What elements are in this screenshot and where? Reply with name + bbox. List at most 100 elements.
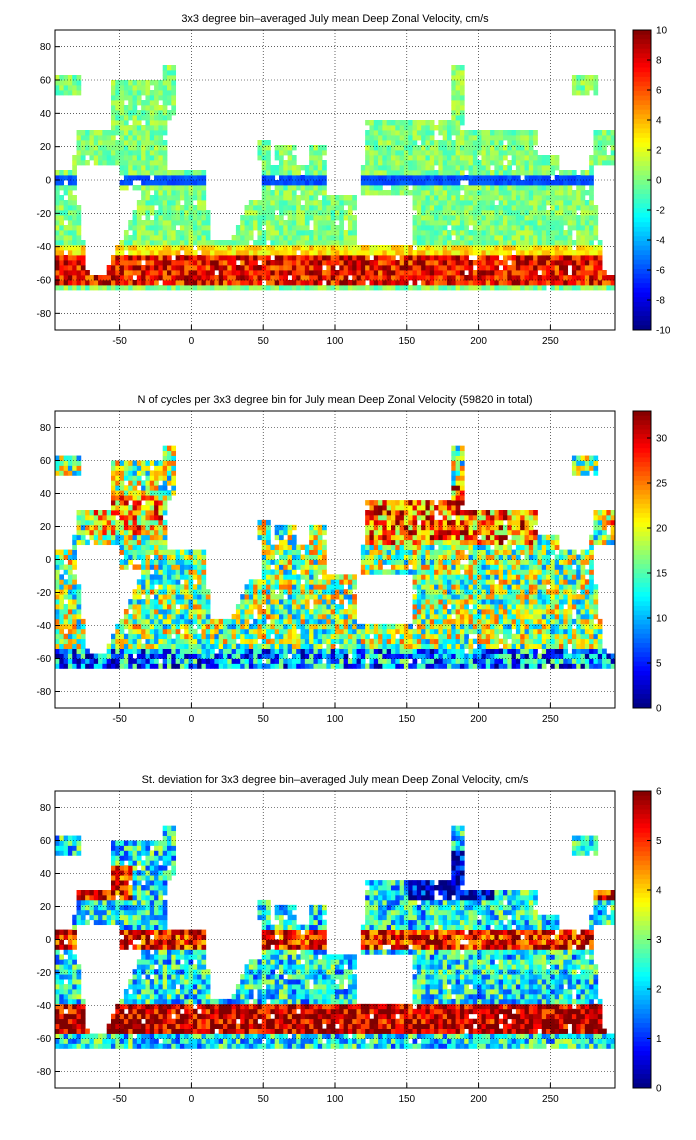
heatmap-cell bbox=[266, 529, 271, 536]
heatmap-cell bbox=[563, 260, 569, 266]
heatmap-cell bbox=[533, 165, 538, 171]
heatmap-cell bbox=[571, 240, 577, 246]
heatmap-cell bbox=[567, 205, 573, 211]
heatmap-cell bbox=[490, 185, 495, 191]
heatmap-cell bbox=[111, 663, 116, 669]
heatmap-cell bbox=[279, 599, 284, 605]
heatmap-cell bbox=[248, 210, 254, 216]
heatmap-cell bbox=[503, 285, 508, 291]
heatmap-cell bbox=[576, 250, 581, 256]
heatmap-cell bbox=[537, 210, 543, 216]
heatmap-cell bbox=[589, 280, 594, 286]
heatmap-cell bbox=[128, 475, 133, 481]
heatmap-cell bbox=[158, 519, 164, 526]
heatmap-cell bbox=[533, 185, 538, 191]
heatmap-cell bbox=[309, 584, 314, 590]
heatmap-cell bbox=[442, 160, 448, 166]
heatmap-cell bbox=[580, 285, 586, 291]
heatmap-cell bbox=[494, 235, 500, 241]
heatmap-cell bbox=[119, 475, 125, 481]
heatmap-cell bbox=[248, 275, 254, 281]
heatmap-cell bbox=[563, 210, 569, 216]
heatmap-cell bbox=[145, 215, 151, 221]
heatmap-cell bbox=[149, 200, 155, 206]
colorbar-segment bbox=[633, 231, 651, 237]
heatmap-cell bbox=[291, 643, 297, 649]
heatmap-cell bbox=[149, 90, 155, 96]
y-tick-label: -80 bbox=[37, 309, 52, 320]
heatmap-cell bbox=[128, 554, 133, 560]
heatmap-cell bbox=[498, 190, 504, 196]
heatmap-cell bbox=[434, 255, 439, 261]
heatmap-cell bbox=[416, 265, 422, 271]
heatmap-cell bbox=[154, 514, 159, 521]
heatmap-cell bbox=[231, 265, 237, 271]
heatmap-cell bbox=[408, 135, 413, 141]
heatmap-cell bbox=[300, 180, 306, 186]
heatmap-cell bbox=[261, 170, 267, 176]
heatmap-cell bbox=[132, 85, 138, 91]
heatmap-cell bbox=[192, 265, 198, 271]
heatmap-cell bbox=[477, 170, 482, 176]
heatmap-cell bbox=[123, 160, 129, 166]
heatmap-cell bbox=[580, 80, 586, 86]
heatmap-cell bbox=[356, 280, 362, 286]
heatmap-cell bbox=[291, 613, 297, 620]
heatmap-cell bbox=[205, 628, 211, 635]
heatmap-cell bbox=[580, 200, 586, 206]
heatmap-cell bbox=[429, 150, 435, 156]
heatmap-cell bbox=[179, 653, 185, 659]
heatmap-cell bbox=[563, 245, 569, 251]
heatmap-cell bbox=[352, 225, 357, 231]
heatmap-cell bbox=[145, 460, 151, 466]
heatmap-cell bbox=[335, 623, 340, 630]
heatmap-cell bbox=[205, 210, 211, 216]
heatmap-cell bbox=[235, 230, 241, 236]
heatmap-cell bbox=[270, 285, 276, 291]
heatmap-cell bbox=[537, 260, 543, 266]
heatmap-cell bbox=[485, 250, 491, 256]
heatmap-cell bbox=[136, 544, 142, 550]
heatmap-cell bbox=[498, 220, 504, 226]
colorbar-segment bbox=[633, 147, 651, 153]
heatmap-cell bbox=[223, 265, 228, 271]
heatmap-cell bbox=[85, 529, 90, 536]
heatmap-cell bbox=[128, 539, 133, 546]
heatmap-cell bbox=[85, 519, 90, 526]
heatmap-cell bbox=[468, 185, 474, 191]
heatmap-cell bbox=[274, 145, 280, 151]
heatmap-cell bbox=[171, 549, 177, 555]
heatmap-cell bbox=[442, 120, 448, 126]
heatmap-cell bbox=[472, 215, 478, 221]
heatmap-cell bbox=[515, 195, 521, 201]
heatmap-cell bbox=[528, 170, 534, 176]
heatmap-cell bbox=[403, 260, 409, 266]
heatmap-cell bbox=[136, 633, 142, 640]
heatmap-cell bbox=[335, 245, 340, 251]
heatmap-cell bbox=[154, 260, 159, 266]
heatmap-cell bbox=[399, 120, 405, 126]
heatmap-cell bbox=[192, 230, 198, 236]
heatmap-cell bbox=[291, 275, 297, 281]
heatmap-cell bbox=[283, 643, 289, 649]
heatmap-cell bbox=[123, 175, 129, 181]
heatmap-cell bbox=[343, 200, 349, 206]
heatmap-cell bbox=[451, 225, 457, 231]
heatmap-cell bbox=[347, 195, 353, 201]
heatmap-cell bbox=[123, 470, 129, 476]
heatmap-cell bbox=[447, 155, 452, 161]
heatmap-cell bbox=[455, 230, 461, 236]
heatmap-cell bbox=[438, 195, 444, 201]
heatmap-cell bbox=[55, 260, 60, 266]
heatmap-cell bbox=[300, 245, 306, 251]
heatmap-cell bbox=[399, 140, 405, 146]
heatmap-cell bbox=[309, 618, 314, 625]
heatmap-cell bbox=[55, 663, 60, 669]
heatmap-cell bbox=[365, 120, 370, 126]
heatmap-cell bbox=[270, 230, 276, 236]
heatmap-cell bbox=[317, 609, 323, 615]
heatmap-cell bbox=[503, 150, 508, 156]
heatmap-cell bbox=[533, 200, 538, 206]
colorbar-segment bbox=[633, 189, 651, 195]
heatmap-cell bbox=[429, 280, 435, 286]
